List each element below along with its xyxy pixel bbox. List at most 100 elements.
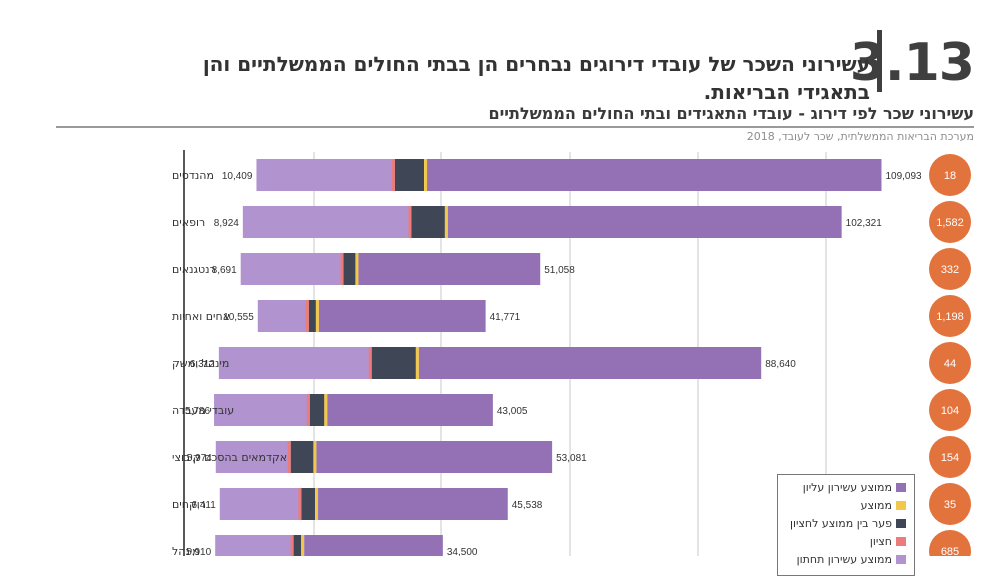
mean-marker [424, 159, 428, 191]
top-decile-label: 45,538 [512, 500, 543, 511]
top-decile-label: 51,058 [544, 265, 575, 276]
bar-gap [371, 347, 416, 379]
category-label: אקדמאים בהסכם קיבוצי [172, 451, 287, 464]
legend: ממוצע עשירון עליון ממוצע פער בין ממוצע ל… [777, 474, 915, 576]
bar-bottom-decile [215, 441, 290, 473]
bottom-decile-label: 6,411 [191, 500, 216, 511]
employee-count-bubble [929, 154, 971, 196]
bar-top-decile [327, 394, 493, 426]
bar-top-decile [316, 441, 553, 473]
median-marker [368, 347, 372, 379]
bottom-decile-label: 5,786 [185, 406, 210, 417]
median-marker [290, 535, 294, 556]
employee-count-bubble [929, 248, 971, 290]
category-label: עובדי מעבדה [172, 404, 234, 417]
mean-marker [355, 253, 359, 285]
legend-swatch [896, 555, 906, 564]
bar-gap [308, 300, 316, 332]
mean-marker [315, 300, 319, 332]
bar-bottom-decile [219, 488, 301, 520]
employee-count-label: 685 [941, 546, 959, 556]
bottom-decile-label: 8,691 [212, 265, 237, 276]
category-label: מינהל ומשק [172, 357, 229, 370]
bottom-decile-label: 10,409 [222, 171, 253, 182]
bottom-decile-label: 8,924 [214, 218, 239, 229]
median-marker [287, 441, 291, 473]
category-label: מינהל [172, 545, 200, 556]
median-marker [306, 394, 310, 426]
bar-gap [301, 488, 316, 520]
employee-count-label: 332 [941, 264, 959, 276]
bar-gap [343, 253, 356, 285]
category-label: רופאים [172, 216, 205, 229]
legend-item-median: חציון [870, 535, 906, 549]
category-label: רוקחים [172, 498, 206, 511]
median-marker [340, 253, 344, 285]
legend-swatch [896, 501, 906, 510]
legend-swatch [896, 483, 906, 492]
chart-source: מערכת הבריאות הממשלתית, שכר לעובד, 2018 [746, 130, 974, 143]
top-decile-label: 102,321 [846, 218, 883, 229]
bar-gap [290, 441, 314, 473]
legend-item-top-decile: ממוצע עשירון עליון [803, 481, 906, 495]
legend-item-bottom-decile: ממוצע עשירון תחתון [797, 553, 906, 567]
median-marker [305, 300, 309, 332]
employee-count-bubble [929, 483, 971, 525]
employee-count-label: 35 [944, 499, 956, 511]
bar-bottom-decile [214, 394, 309, 426]
employee-count-label: 104 [941, 405, 959, 417]
employee-count-bubble [929, 201, 971, 243]
employee-count-label: 18 [944, 170, 956, 182]
figure-divider [877, 30, 882, 92]
category-label: רנטגנאים [172, 263, 216, 276]
employee-count-bubble [929, 342, 971, 384]
bar-top-decile [427, 159, 882, 191]
category-label: אחים ואחיות [172, 310, 230, 323]
headline: עשירוני השכר של עובדי דירוגים נבחרים הן … [202, 52, 870, 104]
bottom-decile-label: 10,555 [223, 312, 254, 323]
legend-item-gap: פער בין ממוצע לחציון [790, 517, 906, 531]
median-marker [391, 159, 395, 191]
top-decile-label: 43,005 [497, 406, 528, 417]
chart-title: עשירוני שכר לפי דירוג - עובדי התאגידים ו… [488, 104, 974, 123]
bar-bottom-decile [240, 253, 343, 285]
bar-gap [411, 206, 445, 238]
figure-number: 3.13 [849, 33, 975, 93]
mean-marker [313, 441, 317, 473]
top-decile-label: 109,093 [885, 171, 922, 182]
bar-gap [394, 159, 425, 191]
employee-count-label: 44 [944, 358, 956, 370]
employee-count-label: 1,582 [936, 217, 964, 229]
mean-marker [315, 488, 319, 520]
bar-top-decile [304, 535, 443, 556]
employee-count-bubble [929, 530, 971, 556]
bottom-decile-label: 5,910 [186, 547, 211, 556]
top-decile-label: 88,640 [765, 359, 796, 370]
bar-top-decile [318, 300, 486, 332]
top-decile-label: 34,500 [447, 547, 478, 556]
employee-count-bubble [929, 295, 971, 337]
employee-count-label: 1,198 [936, 311, 964, 323]
bar-bottom-decile [218, 347, 371, 379]
bar-bottom-decile [242, 206, 411, 238]
category-label: מהנדסים [172, 169, 214, 182]
bar-top-decile [447, 206, 842, 238]
mean-marker [444, 206, 448, 238]
bar-bottom-decile [215, 535, 293, 556]
employee-count-bubble [929, 389, 971, 431]
mean-marker [324, 394, 328, 426]
top-decile-label: 41,771 [490, 312, 521, 323]
bar-bottom-decile [256, 159, 394, 191]
bar-bottom-decile [257, 300, 308, 332]
bar-top-decile [358, 253, 541, 285]
top-decile-label: 53,081 [556, 453, 587, 464]
median-marker [298, 488, 302, 520]
bar-top-decile [418, 347, 762, 379]
mean-marker [415, 347, 419, 379]
median-marker [408, 206, 412, 238]
title-rule [56, 126, 974, 128]
legend-swatch [896, 537, 906, 546]
employee-count-label: 154 [941, 452, 959, 464]
bar-top-decile [318, 488, 508, 520]
legend-swatch [896, 519, 906, 528]
